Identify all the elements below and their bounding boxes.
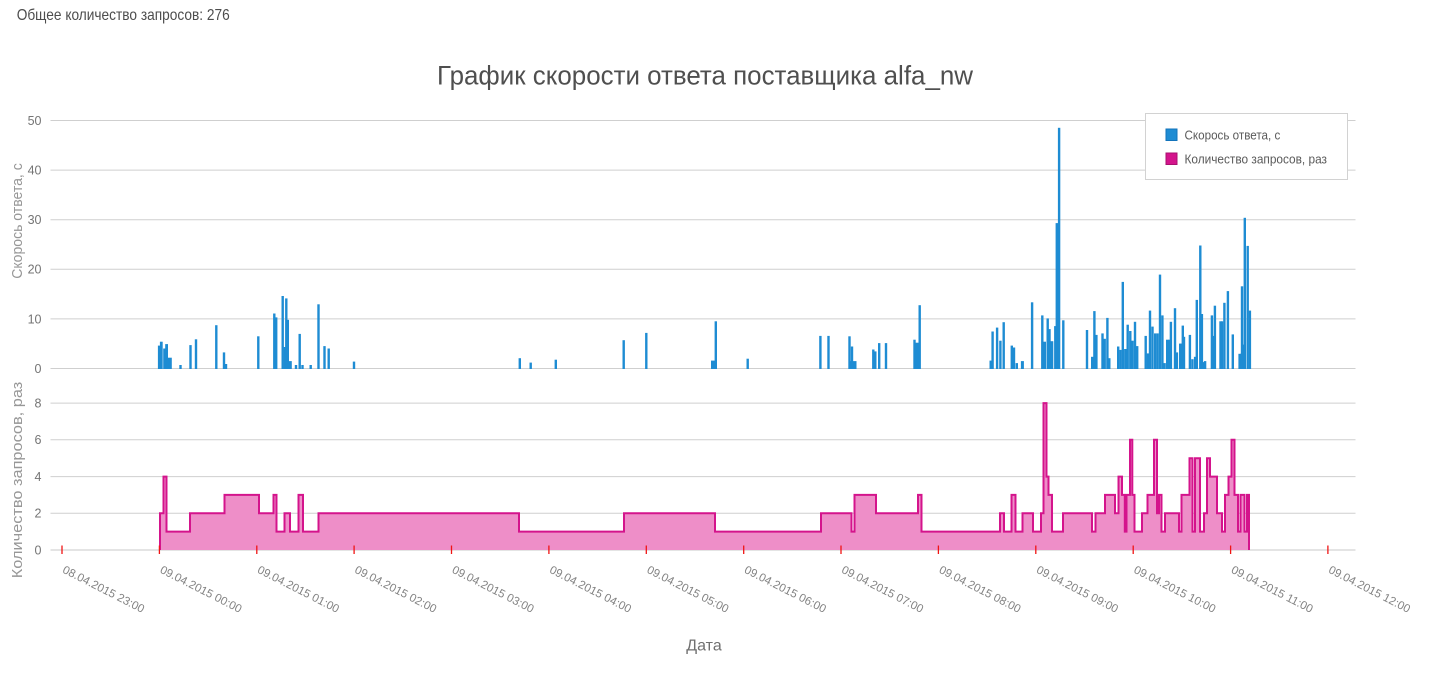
svg-text:Дата: Дата: [686, 638, 722, 655]
svg-text:50: 50: [28, 114, 42, 128]
svg-text:4: 4: [35, 470, 42, 484]
svg-text:20: 20: [28, 263, 42, 277]
svg-text:10: 10: [28, 312, 42, 326]
svg-text:30: 30: [28, 213, 42, 227]
svg-text:8: 8: [35, 397, 42, 411]
svg-text:6: 6: [35, 433, 42, 447]
svg-text:0: 0: [35, 362, 42, 376]
svg-text:Скорось ответа, с: Скорось ответа, с: [9, 163, 26, 279]
svg-text:0: 0: [35, 543, 42, 557]
svg-text:40: 40: [28, 164, 42, 178]
svg-text:Количество запросов, раз: Количество запросов, раз: [1185, 152, 1328, 166]
svg-text:График скорости ответа поставщ: График скорости ответа поставщика alfa_n…: [437, 60, 973, 90]
svg-text:Общее количество запросов: 276: Общее количество запросов: 276: [17, 7, 230, 24]
svg-text:Количество запросов, раз: Количество запросов, раз: [9, 382, 26, 579]
svg-text:Скорось ответа, с: Скорось ответа, с: [1185, 129, 1281, 143]
svg-text:2: 2: [35, 507, 42, 521]
